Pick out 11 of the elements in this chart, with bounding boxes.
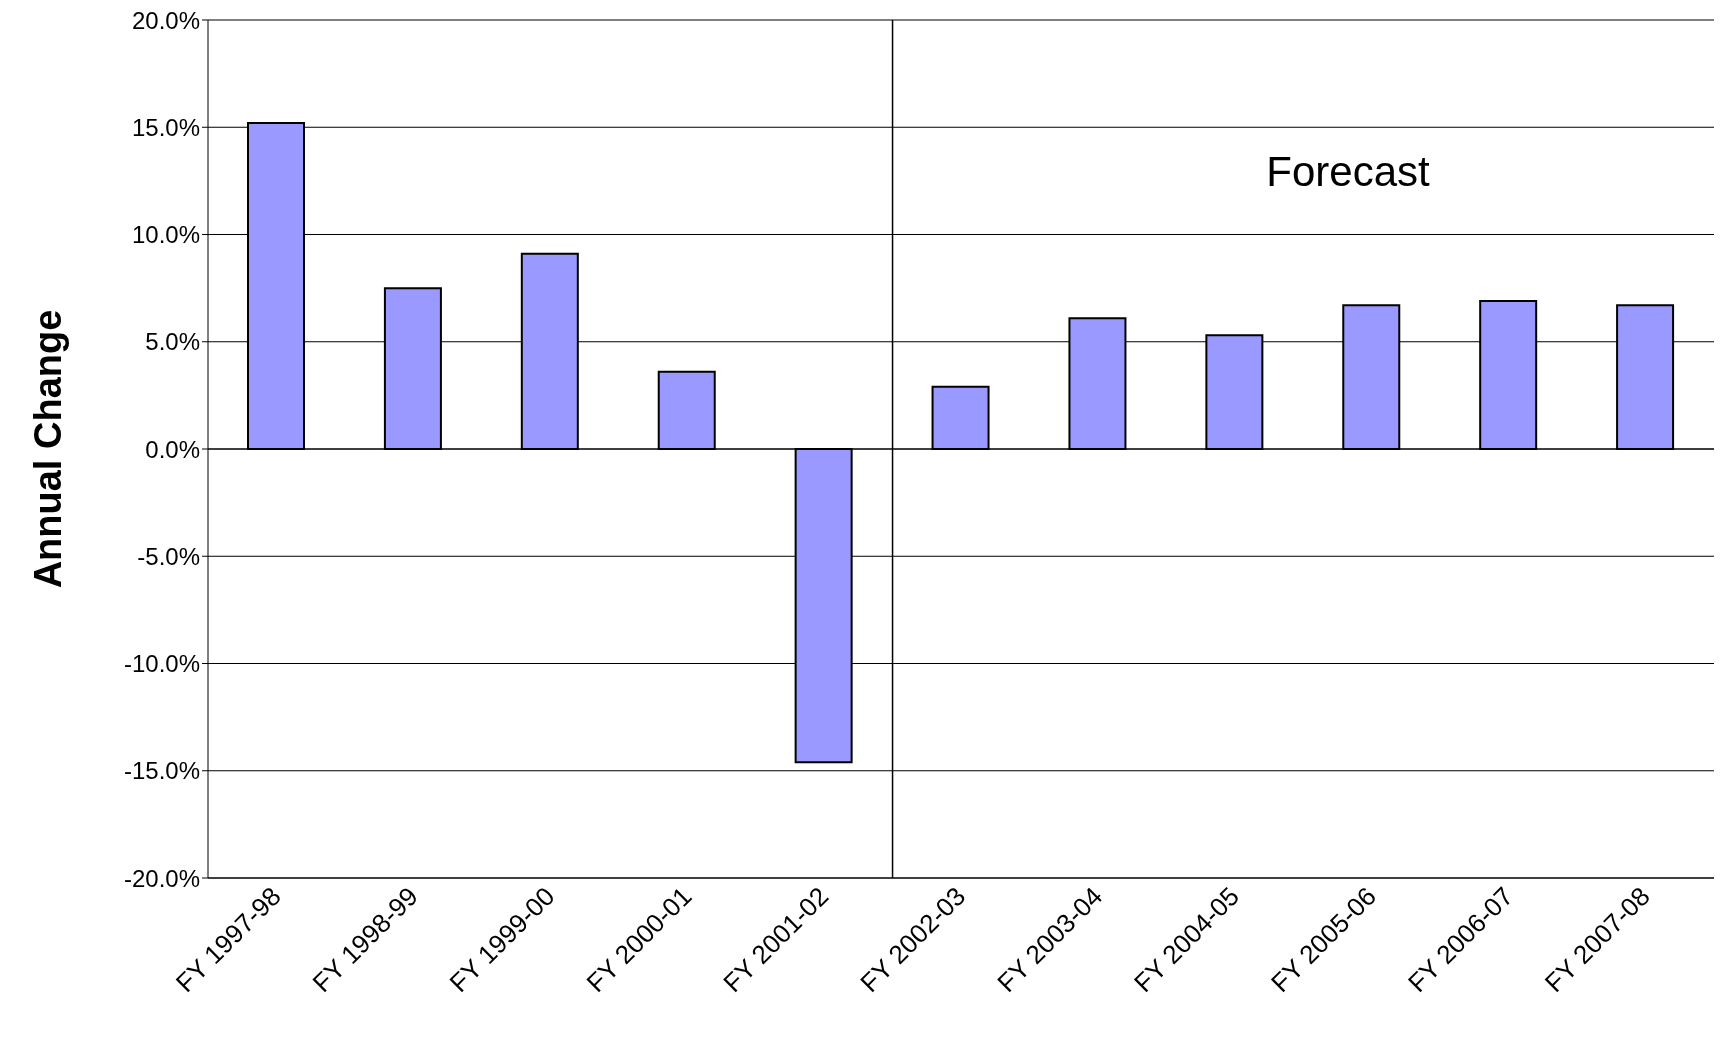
y-tick-label: -10.0% — [123, 650, 200, 678]
y-tick-label: -15.0% — [123, 757, 200, 785]
y-tick-label: 5.0% — [145, 328, 200, 356]
y-tick-label: 15.0% — [131, 113, 200, 141]
y-tick-label: 20.0% — [131, 6, 200, 34]
y-tick-label: 0.0% — [145, 435, 200, 463]
y-axis-title: Annual Change — [27, 309, 70, 589]
y-tick-label: -5.0% — [137, 542, 200, 570]
y-tick-label: -20.0% — [123, 864, 200, 892]
y-tick-label: 10.0% — [131, 221, 200, 249]
annotation: Forecast — [1266, 148, 1431, 195]
